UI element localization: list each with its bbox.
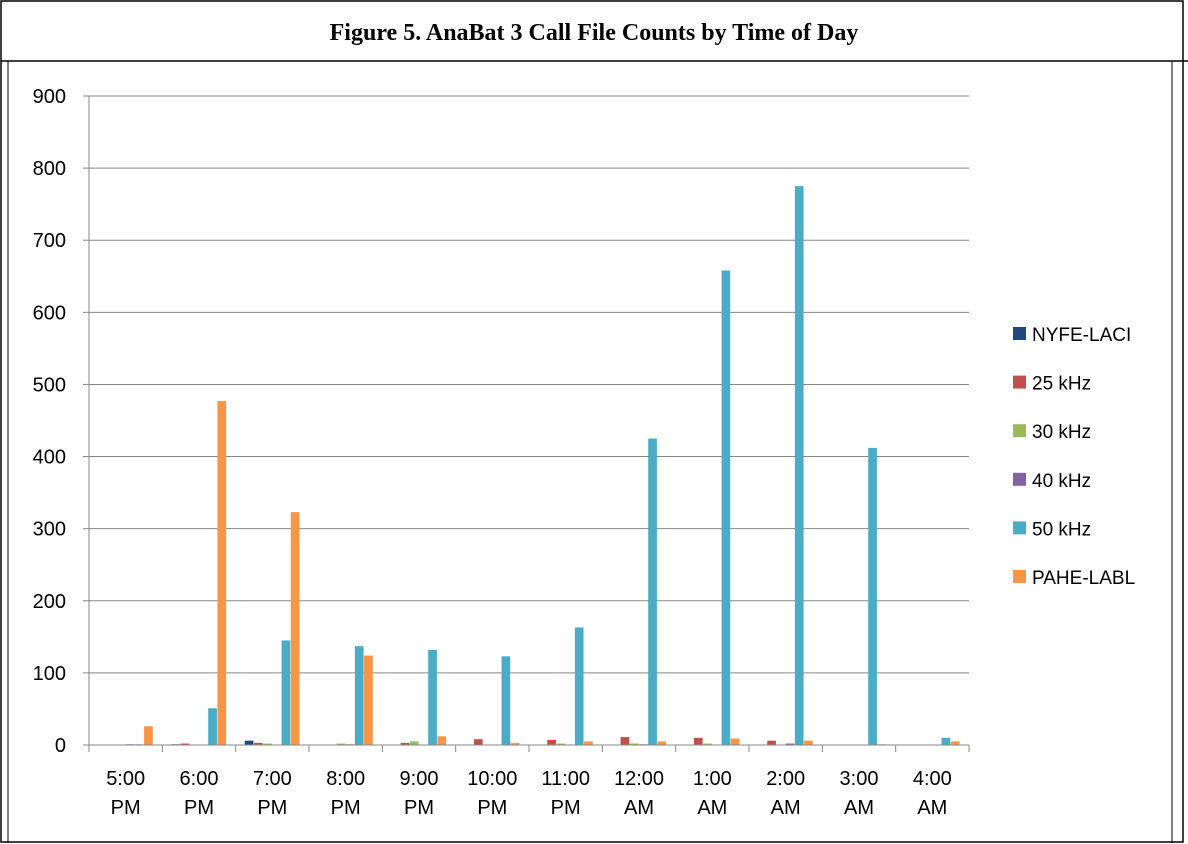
bar-25-khz-4 bbox=[400, 742, 410, 745]
y-tick-label: 500 bbox=[33, 374, 66, 396]
legend-label: 40 kHz bbox=[1032, 471, 1091, 492]
y-axis-ticks: 0 100 200 300 400 500 600 700 800 900 bbox=[33, 86, 90, 757]
legend-label: PAHE-LABL bbox=[1032, 568, 1135, 589]
bar-25-khz-2 bbox=[253, 742, 263, 745]
y-tick-label: 200 bbox=[33, 591, 66, 613]
x-tick-label: 2:00 AM bbox=[766, 768, 805, 819]
bar-50-khz-8 bbox=[721, 270, 731, 745]
bar-pahe-labl-8 bbox=[730, 738, 740, 745]
bar-pahe-labl-1 bbox=[217, 401, 227, 745]
bar-50-khz-3 bbox=[354, 646, 364, 745]
bar-pahe-labl-7 bbox=[657, 741, 667, 745]
x-axis-ticks: 5:00 PM 6:00 PM 7:00 PM 8:00 PM 9:00 PM 10:00 PM 11:… bbox=[106, 768, 952, 819]
legend-label: NYFE-LACI bbox=[1032, 325, 1131, 346]
bar-30-khz-2 bbox=[263, 743, 272, 745]
bar-pahe-labl-11 bbox=[950, 741, 960, 745]
bar-pahe-labl-5 bbox=[510, 742, 520, 745]
legend: NYFE-LACI 25 kHz 30 kHz 40 kHz 50 kHz PAHE-LA… bbox=[1013, 325, 1135, 589]
y-tick-label: 600 bbox=[33, 302, 66, 324]
legend-swatch bbox=[1013, 424, 1026, 438]
bar-50-khz-10 bbox=[868, 447, 877, 745]
x-tick-label: 11:00 PM bbox=[541, 768, 590, 819]
bar-50-khz-11 bbox=[941, 737, 951, 745]
bar-pahe-labl-6 bbox=[584, 741, 593, 745]
chart-title: Figure 5. AnaBat 3 Call File Counts by T… bbox=[330, 20, 859, 46]
legend-label: 30 kHz bbox=[1032, 422, 1091, 443]
legend-swatch bbox=[1013, 375, 1026, 389]
bar-25-khz-1 bbox=[180, 743, 190, 745]
y-tick-label: 800 bbox=[33, 158, 66, 180]
x-tick-label: 6:00 PM bbox=[180, 768, 219, 819]
x-tick-label: 5:00 PM bbox=[106, 768, 145, 819]
legend-label: 25 kHz bbox=[1032, 374, 1091, 395]
bar-25-khz-6 bbox=[547, 739, 556, 745]
bars bbox=[125, 186, 960, 745]
x-tick-label: 9:00 PM bbox=[400, 768, 439, 819]
bar-pahe-labl-4 bbox=[437, 736, 447, 745]
y-tick-label: 700 bbox=[33, 230, 66, 252]
bar-50-khz-9 bbox=[794, 186, 804, 745]
x-tick-label: 10:00 PM bbox=[467, 768, 517, 819]
bar-30-khz-4 bbox=[409, 741, 419, 745]
gridlines bbox=[89, 95, 969, 674]
y-tick-label: 0 bbox=[55, 735, 66, 757]
bar-30-khz-8 bbox=[703, 743, 712, 745]
bar-pahe-labl-9 bbox=[804, 740, 813, 745]
bar-25-khz-9 bbox=[767, 740, 776, 745]
bar-25-khz-7 bbox=[620, 737, 630, 745]
bar-30-khz-6 bbox=[556, 743, 566, 745]
x-axis bbox=[88, 744, 970, 752]
bar-50-khz-1 bbox=[208, 708, 217, 745]
bar-pahe-labl-3 bbox=[364, 655, 373, 745]
legend-swatch bbox=[1013, 327, 1026, 340]
bar-25-khz-5 bbox=[473, 739, 483, 745]
y-tick-label: 400 bbox=[33, 447, 66, 469]
x-tick-label: 8:00 PM bbox=[326, 768, 365, 819]
bar-pahe-labl-0 bbox=[144, 726, 153, 745]
y-tick-label: 300 bbox=[33, 519, 66, 541]
bar-50-khz-7 bbox=[648, 438, 657, 745]
bar-50-khz-4 bbox=[428, 649, 437, 745]
x-tick-label: 1:00 AM bbox=[693, 768, 732, 819]
x-tick-label: 12:00 AM bbox=[614, 768, 664, 819]
bar-pahe-labl-2 bbox=[290, 512, 300, 745]
legend-label: 50 kHz bbox=[1032, 519, 1091, 540]
x-tick-label: 3:00 AM bbox=[840, 768, 879, 819]
legend-swatch bbox=[1013, 521, 1026, 535]
x-tick-label: 4:00 AM bbox=[913, 768, 952, 819]
bar-30-khz-3 bbox=[336, 743, 346, 745]
y-tick-label: 100 bbox=[33, 663, 66, 685]
bar-50-khz-2 bbox=[281, 640, 291, 745]
bar-30-khz-7 bbox=[629, 743, 639, 745]
bar-25-khz-8 bbox=[693, 737, 703, 745]
bar-40-khz-9 bbox=[785, 743, 795, 745]
bar-nyfe-laci-2 bbox=[244, 740, 254, 745]
y-tick-label: 900 bbox=[33, 86, 66, 108]
bar-50-khz-5 bbox=[501, 656, 511, 745]
legend-swatch bbox=[1013, 472, 1026, 486]
x-tick-label: 7:00 PM bbox=[253, 768, 292, 819]
bar-50-khz-6 bbox=[574, 627, 584, 745]
legend-swatch bbox=[1013, 570, 1026, 583]
